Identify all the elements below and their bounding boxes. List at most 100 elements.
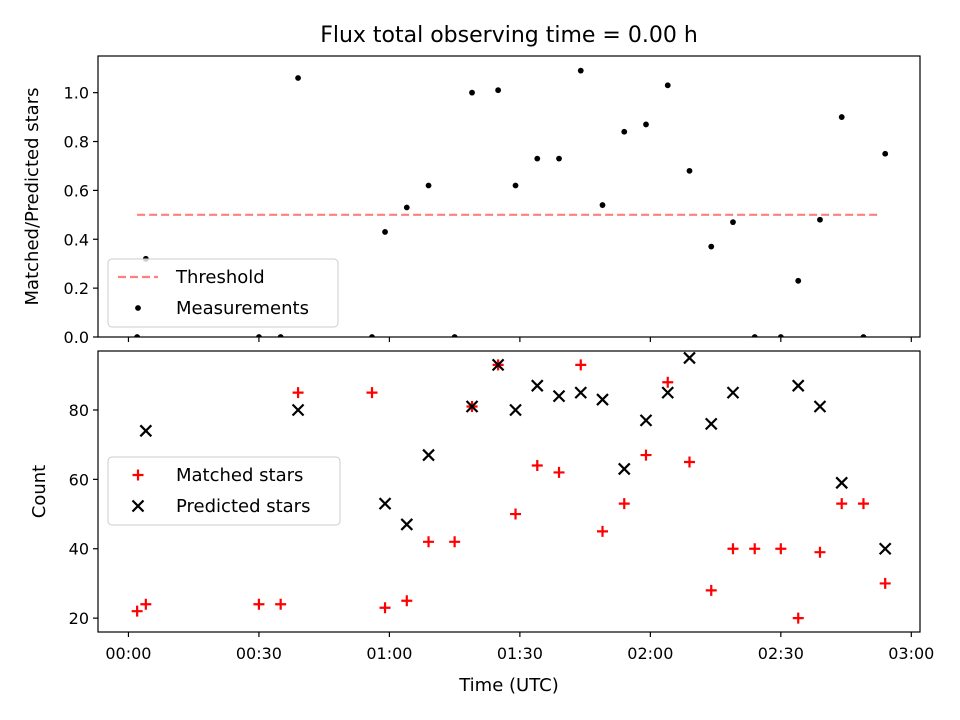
predicted-stars-point: [835, 476, 848, 490]
x-tick-label: 00:00: [105, 644, 151, 663]
measurements-point: [708, 243, 715, 250]
measurements-point: [686, 167, 693, 174]
ratio-panel: 0.0 0.2 0.4 0.6 0.8 1.0 Matched/Predicted star…: [22, 55, 921, 347]
matched-stars-point: [253, 598, 265, 610]
legend-box: [107, 456, 341, 526]
legend: Matched stars Predicted stars: [107, 456, 341, 526]
y-tick-label: 80: [69, 401, 89, 420]
predicted-stars-point: [683, 351, 696, 365]
matched-stars-point: [705, 584, 717, 596]
measurements-point: [256, 334, 262, 337]
y-axis-label: Count: [29, 465, 50, 518]
x-tick-label: 01:30: [497, 644, 543, 663]
y-tick-label: 0.4: [64, 230, 89, 249]
measurements-point: [838, 114, 845, 120]
predicted-stars-point: [726, 386, 740, 399]
matched-stars-series: [131, 359, 891, 624]
matched-stars-point: [836, 498, 848, 510]
matched-stars-point: [857, 498, 869, 510]
y-tick-label: 20: [69, 609, 89, 628]
measurements-point: [777, 334, 784, 337]
predicted-stars-point: [574, 386, 588, 399]
measurements-point: [425, 182, 432, 189]
x-axis-label: Time (UTC): [458, 675, 559, 696]
predicted-stars-point: [661, 386, 675, 399]
measurements-point: [817, 216, 823, 223]
matched-stars-point: [640, 449, 652, 461]
x-tick-label: 02:30: [758, 644, 804, 663]
x-tick-label: 03:00: [888, 644, 934, 663]
matched-stars-point: [662, 376, 674, 388]
predicted-stars-point: [291, 403, 305, 417]
legend-box: [107, 258, 339, 328]
measurements-point: [664, 82, 671, 89]
chart-title: Flux total observing time = 0.00 h: [320, 23, 698, 48]
y-tick-label: 60: [69, 470, 89, 489]
measurements-point: [534, 155, 541, 162]
measurements-point: [451, 334, 458, 337]
predicted-stars-point: [491, 358, 505, 372]
matched-stars-point: [449, 536, 461, 548]
predicted-stars-point: [465, 400, 479, 413]
predicted-stars-point: [552, 389, 566, 403]
predicted-stars-point: [617, 462, 631, 476]
measurements-point: [860, 334, 867, 337]
matched-stars-point: [792, 612, 804, 624]
matched-stars-point: [275, 598, 287, 610]
y-tick-label: 1.0: [64, 84, 89, 103]
legend-label: Predicted stars: [176, 496, 310, 517]
matched-stars-point: [553, 466, 565, 478]
matched-stars-point: [531, 459, 543, 471]
measurements-point: [556, 155, 562, 162]
matched-stars-point: [618, 498, 630, 510]
measurements-point: [295, 75, 301, 81]
matched-stars-point: [131, 605, 143, 617]
legend-matched-stars-point: [132, 469, 144, 481]
matched-stars-point: [749, 543, 761, 555]
y-tick-label: 40: [69, 540, 89, 559]
data-marks: [131, 351, 892, 624]
matched-stars-point: [775, 543, 787, 555]
measurements-point: [599, 202, 606, 208]
y-tick-label: 0.2: [64, 279, 89, 298]
measurements-point: [577, 67, 584, 74]
predicted-stars-point: [878, 542, 892, 556]
measurements-series: [134, 67, 889, 337]
matched-stars-point: [814, 546, 826, 558]
matched-stars-point: [879, 577, 891, 589]
predicted-stars-point: [639, 414, 653, 427]
legend-label: Matched stars: [176, 465, 303, 486]
predicted-stars-series: [139, 351, 892, 556]
matched-stars-point: [727, 543, 739, 555]
matched-stars-point: [423, 536, 435, 548]
predicted-stars-point: [530, 379, 544, 392]
plot-frame: [97, 350, 921, 633]
measurements-point: [643, 121, 649, 128]
x-tick-label: 01:00: [366, 644, 412, 663]
measurements-point: [882, 150, 889, 157]
matched-stars-point: [366, 387, 378, 399]
data-marks: [134, 67, 889, 337]
matched-stars-point: [379, 602, 391, 614]
measurements-point: [512, 182, 519, 189]
x-tick-label: 00:30: [236, 644, 282, 663]
predicted-stars-point: [400, 518, 414, 531]
measurements-point: [369, 334, 375, 337]
measurements-point: [730, 219, 736, 226]
plot-frame: [97, 55, 921, 338]
x-tick-label: 02:00: [627, 644, 673, 663]
matched-stars-point: [510, 508, 522, 520]
measurements-point: [382, 229, 388, 235]
predicted-stars-point: [791, 379, 805, 392]
predicted-stars-point: [509, 403, 522, 417]
matched-stars-point: [140, 598, 152, 610]
y-axis-label: Matched/Predicted stars: [22, 88, 43, 306]
predicted-stars-point: [422, 448, 435, 462]
legend-label: Measurements: [176, 298, 309, 319]
matched-stars-point: [401, 595, 413, 607]
measurements-point: [134, 334, 141, 337]
count-panel: 20 40 60 80 Count 00:00 00:30 01:00 01:30 02:00 02…: [29, 350, 934, 663]
matched-stars-point: [292, 387, 304, 399]
measurements-point: [795, 277, 802, 284]
